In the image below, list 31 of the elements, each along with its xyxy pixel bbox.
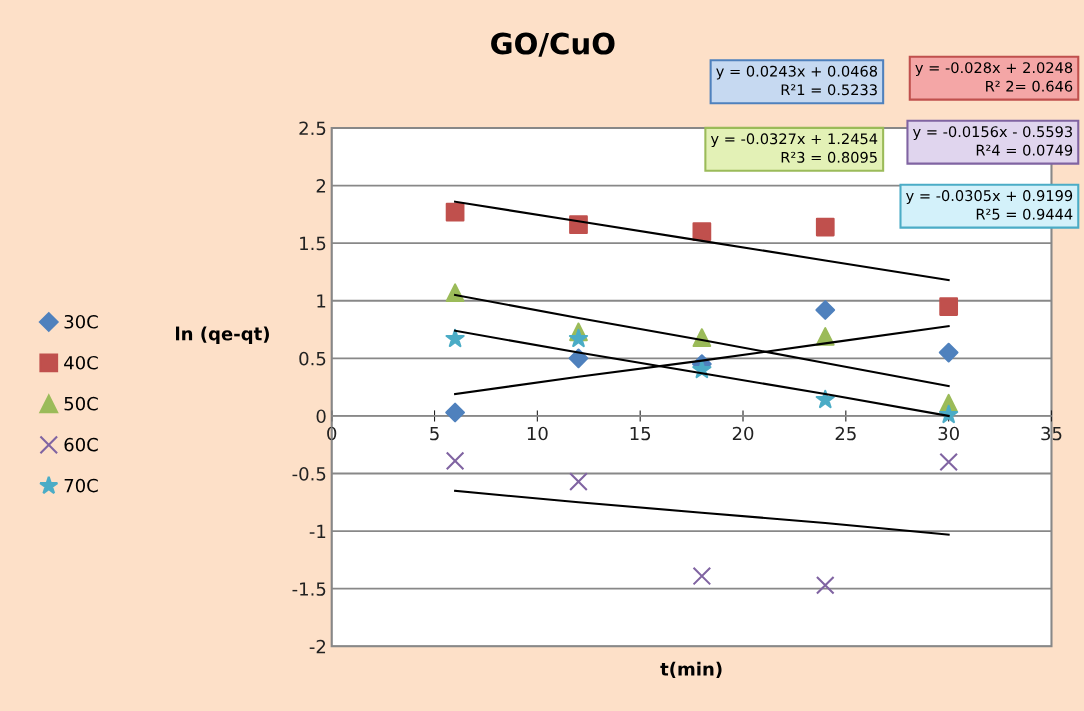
y-tick-label: 0	[316, 409, 326, 424]
chart-title: GO/CuO	[491, 32, 615, 57]
annotation: y = -0.0156x - 0.5593 R²4 = 0.0749	[912, 126, 1073, 156]
y-tick-label: -1.5	[292, 582, 326, 596]
x-tick-label: 0	[327, 426, 337, 441]
legend-label: 30C	[64, 314, 98, 329]
x-tick-label: 10	[527, 426, 548, 441]
y-tick-label: 1.5	[300, 236, 326, 251]
legend-label: 60C	[64, 437, 98, 452]
y-tick-label: 2.5	[299, 121, 326, 136]
x-tick-label: 30	[938, 426, 959, 441]
x-tick-label: 5	[430, 426, 439, 441]
y-tick-label: -2	[309, 639, 326, 654]
x-tick-label: 15	[630, 426, 651, 441]
text: y = -0.028x + 2.0248 R² 2= 0.646	[915, 62, 1073, 92]
annotation: y = -0.0305x + 0.9199 R²5 = 0.9444	[906, 190, 1073, 220]
legend-label: 40C	[64, 355, 98, 370]
y-tick-label: 0.5	[299, 351, 326, 366]
x-tick-label: 20	[732, 426, 754, 441]
y-tick-label: 1	[317, 294, 326, 308]
legend-label: 50C	[64, 396, 98, 411]
text: y = 0.0243x + 0.0468 R²1 = 0.5233	[716, 65, 878, 96]
legend-label: 70C	[64, 478, 98, 493]
y-tick-label: 2	[316, 179, 326, 193]
y-axis-title: ln (qe-qt)	[175, 326, 269, 345]
x-tick-label: 25	[835, 426, 856, 441]
x-axis-title: t(min)	[660, 661, 722, 678]
x-tick-label: 35	[1041, 426, 1062, 441]
annotation: y = -0.0327x + 1.2454 R²3 = 0.8095	[710, 133, 878, 163]
y-tick-label: -0.5	[292, 466, 326, 481]
y-tick-label: -1	[309, 524, 326, 538]
